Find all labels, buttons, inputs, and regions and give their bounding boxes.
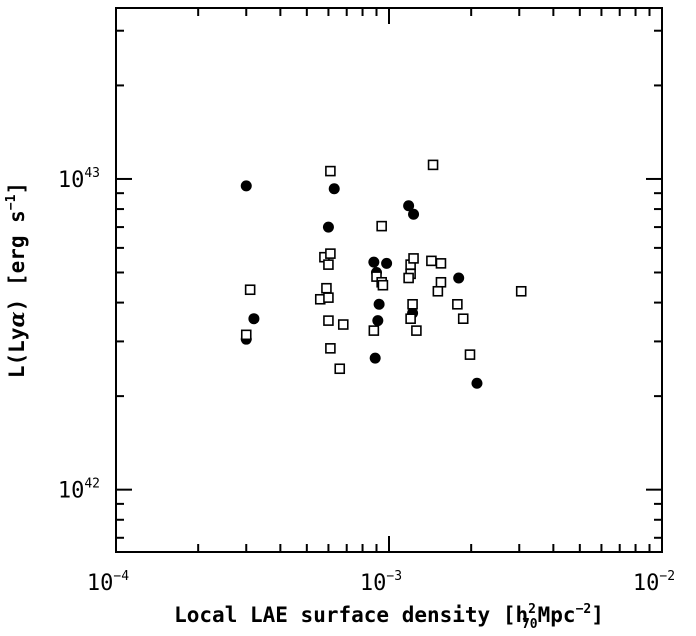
- open-square-point: [435, 276, 447, 288]
- open-square-point: [411, 325, 422, 336]
- open-square-point: [321, 282, 332, 294]
- filled-circle-point: [322, 221, 334, 233]
- open-square-point: [337, 319, 349, 330]
- filled-circle-point: [240, 180, 252, 192]
- open-square-point: [435, 258, 447, 269]
- open-square-point: [334, 363, 346, 375]
- open-square-point: [405, 313, 416, 324]
- filled-circle-point: [381, 257, 393, 269]
- filled-circle-point: [369, 352, 381, 364]
- open-square-point: [452, 298, 463, 310]
- open-square-point: [240, 329, 252, 341]
- y-tick-labels: 1042 1043: [58, 166, 100, 504]
- open-square-point: [432, 285, 444, 297]
- open-square-point: [377, 279, 389, 291]
- open-square-point: [325, 343, 336, 354]
- y-tick-label: 1043: [58, 166, 100, 193]
- y-axis-title: L(Lyα) [erg s−1]: [4, 182, 29, 378]
- x-axis-title: Local LAE surface density [h2 70Mpc−2]: [174, 602, 604, 632]
- filled-circle-point: [248, 313, 260, 325]
- filled-circle-point: [408, 208, 420, 220]
- open-square-point: [457, 313, 469, 324]
- filled-circle-point: [471, 377, 483, 389]
- data-points: [240, 159, 527, 389]
- filled-circle-point: [328, 183, 340, 195]
- open-square-point: [325, 165, 336, 177]
- open-square-point: [376, 220, 387, 232]
- plot-frame: [115, 7, 663, 553]
- filled-circle-point: [372, 315, 384, 327]
- x-tick-label: 10−4: [87, 569, 129, 596]
- open-square-point: [427, 159, 439, 171]
- filled-circle-point: [403, 200, 415, 212]
- open-square-point: [515, 285, 527, 297]
- open-square-point: [325, 248, 336, 259]
- open-square-point: [368, 325, 380, 336]
- filled-circle-point: [373, 298, 385, 310]
- x-tick-label: 10−2: [633, 569, 675, 596]
- open-square-point: [323, 292, 334, 303]
- open-square-point: [407, 298, 418, 310]
- open-square-point: [403, 272, 414, 284]
- axis-ticks: [115, 8, 662, 552]
- open-square-point: [244, 284, 256, 296]
- open-square-point: [426, 255, 437, 267]
- x-tick-label: 10−3: [360, 569, 402, 596]
- filled-circle-point: [368, 256, 380, 268]
- open-square-point: [464, 349, 476, 360]
- x-tick-labels: 10−4 10−3 10−2: [87, 569, 675, 596]
- filled-circle-point: [453, 272, 465, 284]
- open-square-point: [323, 315, 334, 326]
- y-tick-label: 1042: [58, 477, 100, 504]
- open-square-point: [408, 253, 419, 264]
- open-square-point: [323, 259, 334, 270]
